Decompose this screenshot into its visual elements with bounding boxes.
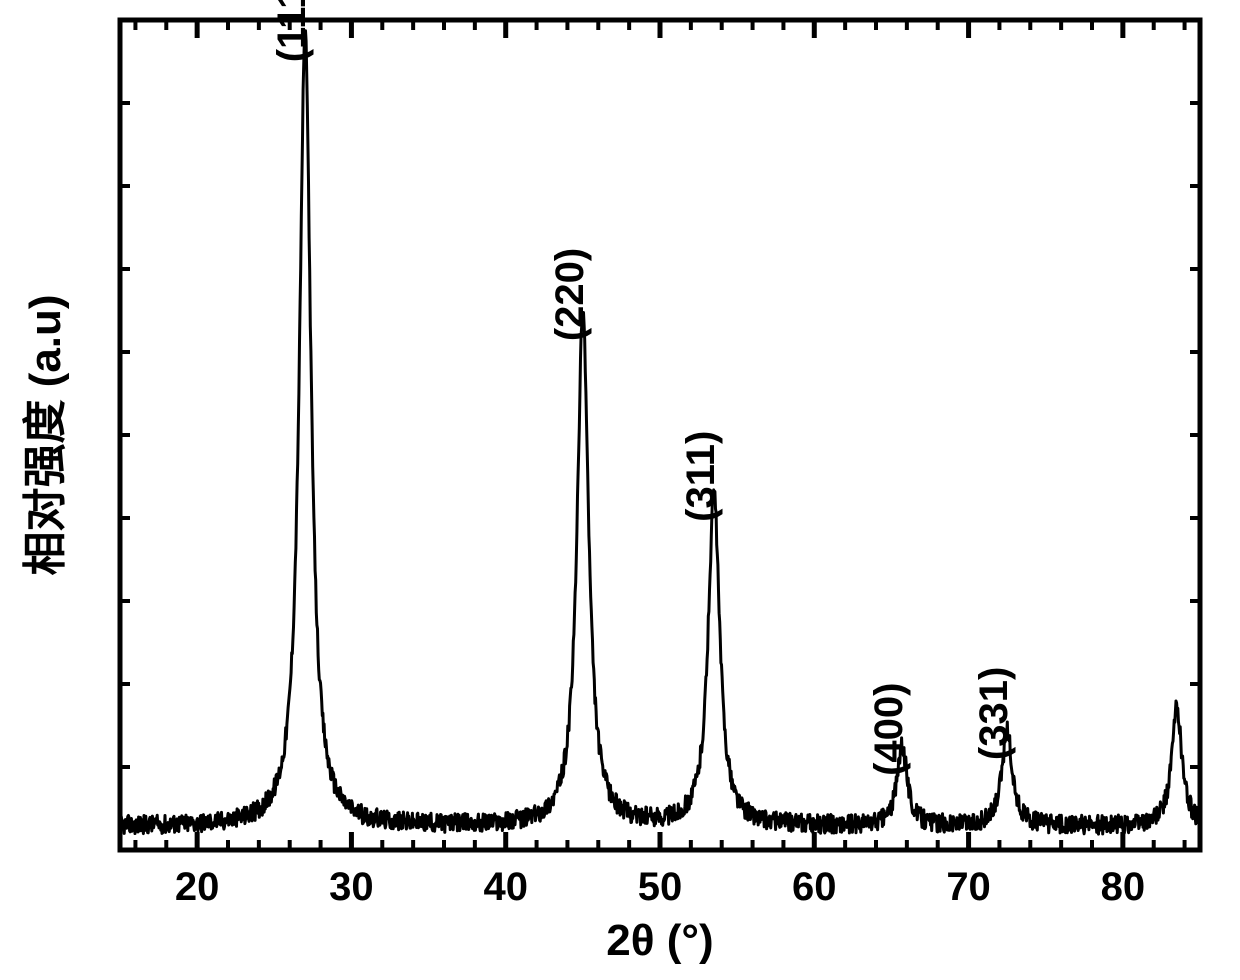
x-axis-label: 2θ (°) <box>606 916 713 965</box>
y-axis-label: 相对强度 (a.u) <box>21 294 70 575</box>
peak-label: (311) <box>679 431 723 522</box>
chart-svg: 20 30 40 50 60 70 80 2θ (°) 相对强度 (a.u) (111) (220)… <box>0 0 1240 980</box>
x-tick-label: 60 <box>792 865 837 909</box>
peak-label: (111) <box>270 0 314 62</box>
x-tick-label: 50 <box>638 865 683 909</box>
x-tick-label: 70 <box>946 865 991 909</box>
xrd-trace <box>120 31 1200 834</box>
peak-label: (331) <box>972 667 1016 760</box>
peak-label: (400) <box>867 683 911 776</box>
x-tick-label: 80 <box>1101 865 1146 909</box>
peak-label: (220) <box>548 248 592 341</box>
xrd-chart: 20 30 40 50 60 70 80 2θ (°) 相对强度 (a.u) (111) (220)… <box>0 0 1240 980</box>
x-tick-label: 30 <box>329 865 374 909</box>
x-tick-label: 40 <box>483 865 528 909</box>
x-tick-label: 20 <box>175 865 220 909</box>
